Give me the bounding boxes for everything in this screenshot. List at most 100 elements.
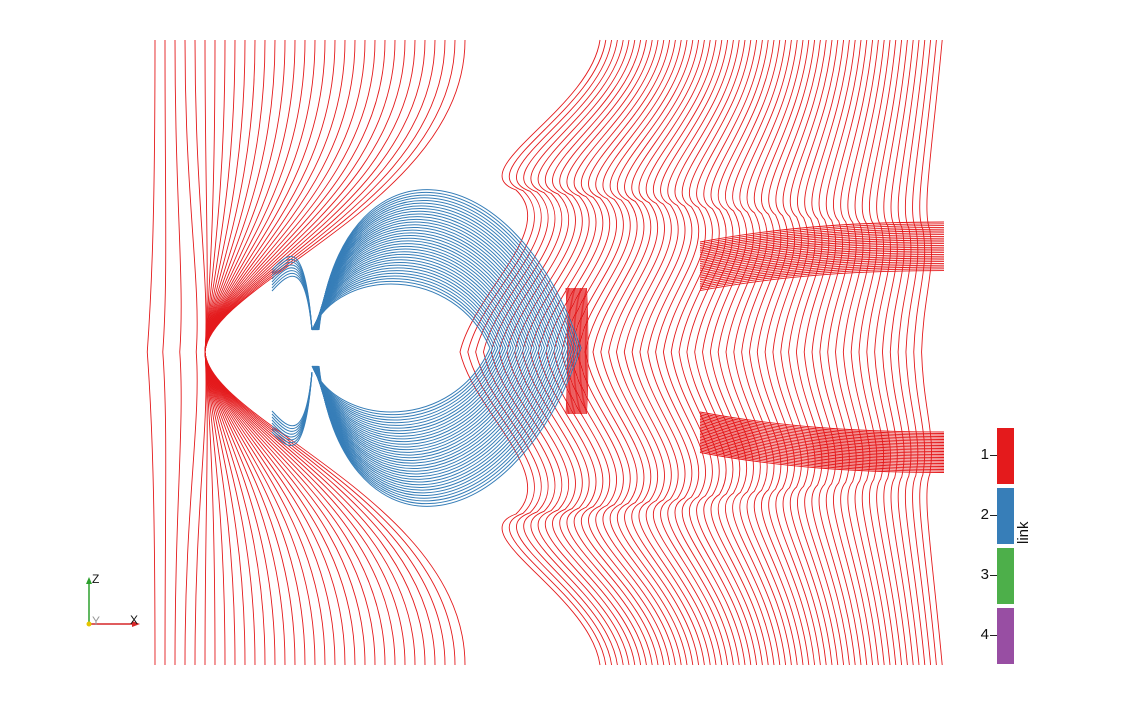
streamline <box>699 228 945 250</box>
streamline <box>204 39 356 666</box>
streamline <box>699 252 945 274</box>
streamline <box>699 441 945 463</box>
streamline <box>312 264 509 432</box>
streamline <box>600 39 705 666</box>
streamline <box>699 239 945 261</box>
streamline <box>699 446 945 467</box>
streamline <box>835 39 879 666</box>
streamline <box>647 39 740 666</box>
legend-label-2: 2 <box>980 506 989 523</box>
legend-title: link <box>1015 521 1032 544</box>
streamline <box>741 39 810 666</box>
streamline <box>866 39 903 666</box>
legend-swatch-4 <box>997 608 1014 664</box>
streamline <box>699 426 945 448</box>
legend-tick-3 <box>990 575 997 576</box>
streamline <box>699 452 945 473</box>
streamline <box>733 39 804 666</box>
streamline <box>699 450 945 472</box>
streamline <box>311 283 491 413</box>
streamline <box>312 270 504 426</box>
streamlines-link-2 <box>271 189 582 507</box>
legend-label-3: 3 <box>980 566 989 583</box>
streamline <box>699 232 945 254</box>
streamline <box>639 39 734 666</box>
streamline <box>567 287 571 415</box>
streamline <box>709 39 787 666</box>
streamline <box>204 39 246 666</box>
streamline <box>699 417 945 439</box>
streamline <box>561 39 676 666</box>
streamline <box>780 39 839 666</box>
streamline <box>699 257 945 279</box>
color-legend: 1 2 3 4 link <box>975 426 1045 666</box>
streamline <box>699 447 945 469</box>
streamline <box>699 411 945 433</box>
streamline <box>312 267 507 429</box>
streamline <box>317 208 564 488</box>
legend-swatch-1 <box>997 428 1014 484</box>
streamline <box>271 371 313 438</box>
streamline <box>699 416 945 437</box>
streamline <box>174 39 182 666</box>
streamline <box>317 205 566 491</box>
streamline <box>699 225 945 247</box>
streamline <box>717 39 792 666</box>
orientation-axes-triad: Z X Y <box>80 570 150 634</box>
legend-label-1: 1 <box>980 446 989 463</box>
streamline <box>699 413 945 434</box>
streamline <box>318 194 577 502</box>
streamline <box>756 39 821 666</box>
streamline <box>566 287 570 415</box>
streamline <box>315 232 540 464</box>
streamline <box>271 371 313 427</box>
streamline <box>204 39 256 666</box>
streamline <box>271 275 313 331</box>
legend-tick-1 <box>990 455 997 456</box>
streamline <box>313 251 522 445</box>
streamline <box>204 39 226 666</box>
streamline <box>897 39 926 666</box>
streamline <box>699 246 945 268</box>
streamline <box>811 39 862 666</box>
streamline <box>569 287 572 415</box>
streamline <box>749 39 816 666</box>
streamline <box>315 224 548 472</box>
streamline <box>146 39 156 666</box>
streamline <box>670 39 758 666</box>
streamline <box>573 287 577 415</box>
streamline <box>313 254 520 442</box>
streamline <box>592 39 700 666</box>
streamline <box>314 248 525 448</box>
streamline <box>204 39 216 666</box>
streamline <box>271 264 313 331</box>
streamline <box>905 39 932 666</box>
streamline <box>317 197 574 499</box>
streamline <box>699 270 945 292</box>
streamline <box>699 434 945 455</box>
streamline <box>616 39 717 666</box>
streamline <box>725 39 798 666</box>
streamline <box>204 39 396 666</box>
streamline <box>699 253 945 275</box>
streamline <box>842 39 885 666</box>
streamline <box>313 259 514 437</box>
streamline <box>699 241 945 263</box>
streamline <box>699 266 945 288</box>
streamline <box>317 200 572 496</box>
streamline <box>204 39 286 666</box>
streamline <box>315 235 538 461</box>
streamline <box>803 39 856 666</box>
streamline <box>662 39 752 666</box>
streamlines-link-1 <box>146 39 945 666</box>
streamline <box>699 419 945 440</box>
streamline <box>699 449 945 470</box>
streamline <box>827 39 874 666</box>
streamline <box>819 39 868 666</box>
streamline <box>686 39 769 666</box>
streamline <box>699 429 945 451</box>
streamline <box>699 250 945 272</box>
streamline <box>565 287 568 415</box>
streamline <box>889 39 920 666</box>
